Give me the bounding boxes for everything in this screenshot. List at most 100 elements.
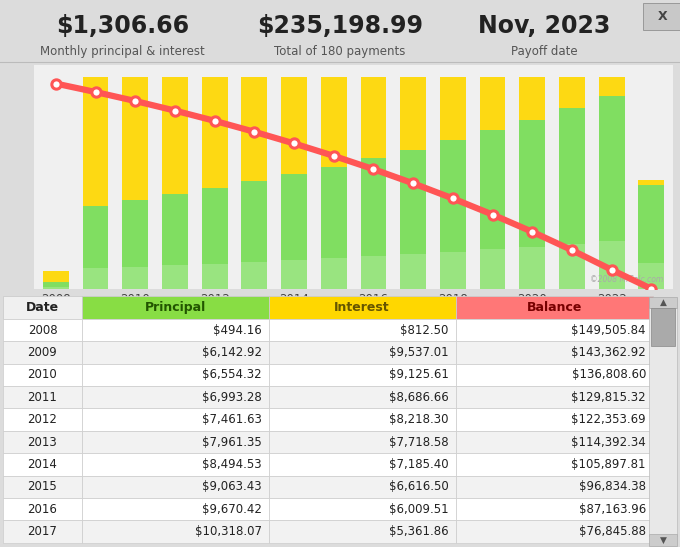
Bar — [559, 77, 585, 108]
Bar — [401, 149, 426, 289]
Bar — [479, 130, 505, 289]
Point — [607, 265, 617, 274]
Bar — [360, 77, 386, 158]
Bar — [456, 475, 653, 498]
Text: 2013: 2013 — [28, 435, 57, 449]
Bar — [83, 206, 108, 289]
Bar — [639, 185, 664, 289]
Bar — [269, 409, 456, 431]
Text: $9,670.42: $9,670.42 — [202, 503, 262, 516]
Text: Monthly principal & interest: Monthly principal & interest — [40, 45, 205, 58]
Text: $6,142.92: $6,142.92 — [202, 346, 262, 359]
Point — [288, 139, 299, 148]
Text: Principal: Principal — [144, 301, 206, 314]
Point — [328, 152, 339, 160]
FancyBboxPatch shape — [643, 3, 680, 30]
Bar — [456, 520, 653, 543]
Text: $7,961.35: $7,961.35 — [202, 435, 262, 449]
Bar — [599, 96, 624, 289]
Bar — [162, 265, 188, 289]
Bar — [202, 77, 228, 188]
Text: 2010: 2010 — [28, 369, 57, 381]
Bar — [43, 287, 69, 289]
Bar — [520, 120, 545, 289]
Bar — [82, 319, 269, 341]
Bar — [82, 364, 269, 386]
Bar — [83, 77, 108, 206]
Bar — [241, 77, 267, 182]
Bar — [241, 182, 267, 289]
Text: Payoff date: Payoff date — [511, 45, 577, 58]
Bar — [456, 431, 653, 453]
Bar — [83, 268, 108, 289]
Bar — [360, 158, 386, 289]
Bar — [162, 194, 188, 289]
Bar — [122, 77, 148, 200]
Bar — [3, 431, 82, 453]
Bar — [43, 271, 69, 282]
Text: $5,361.86: $5,361.86 — [389, 525, 449, 538]
Text: $10,318.07: $10,318.07 — [194, 525, 262, 538]
Bar — [479, 77, 505, 130]
Text: 2012: 2012 — [28, 413, 57, 426]
Bar — [122, 200, 148, 289]
Text: $143,362.92: $143,362.92 — [571, 346, 646, 359]
Point — [447, 194, 458, 203]
Bar — [456, 319, 653, 341]
Bar — [82, 409, 269, 431]
Text: $96,834.38: $96,834.38 — [579, 480, 646, 493]
Text: $6,554.32: $6,554.32 — [202, 369, 262, 381]
Bar — [269, 431, 456, 453]
Bar — [559, 243, 585, 289]
Point — [50, 79, 61, 88]
Text: ▼: ▼ — [660, 536, 666, 545]
Bar — [82, 295, 269, 319]
Bar — [3, 498, 82, 520]
Bar — [3, 475, 82, 498]
Bar — [82, 498, 269, 520]
Bar — [456, 341, 653, 364]
Point — [130, 97, 141, 106]
Bar — [360, 256, 386, 289]
Text: $235,198.99: $235,198.99 — [257, 14, 423, 38]
Text: $8,686.66: $8,686.66 — [389, 391, 449, 404]
Point — [566, 246, 577, 254]
Point — [169, 106, 180, 115]
Text: ▲: ▲ — [660, 298, 666, 307]
Bar — [440, 140, 466, 289]
Text: $87,163.96: $87,163.96 — [579, 503, 646, 516]
Text: 2008: 2008 — [28, 324, 57, 337]
Bar — [520, 77, 545, 120]
Text: 2009: 2009 — [28, 346, 57, 359]
Point — [368, 165, 379, 173]
Text: 2014: 2014 — [28, 458, 57, 471]
Text: $7,718.58: $7,718.58 — [389, 435, 449, 449]
Bar — [3, 386, 82, 409]
Bar — [599, 241, 624, 289]
Text: Date: Date — [26, 301, 59, 314]
Text: $1,306.66: $1,306.66 — [56, 14, 189, 38]
Bar — [202, 188, 228, 289]
Bar — [269, 498, 456, 520]
Bar — [321, 77, 347, 166]
Bar — [82, 453, 269, 475]
Bar — [82, 475, 269, 498]
Bar — [269, 364, 456, 386]
Bar — [321, 258, 347, 289]
Text: $149,505.84: $149,505.84 — [571, 324, 646, 337]
Bar — [479, 249, 505, 289]
Bar — [3, 520, 82, 543]
Point — [408, 179, 419, 188]
Text: $8,218.30: $8,218.30 — [389, 413, 449, 426]
Bar — [456, 453, 653, 475]
Bar — [269, 319, 456, 341]
Text: $122,353.69: $122,353.69 — [571, 413, 646, 426]
Bar — [649, 308, 677, 536]
Text: $7,461.63: $7,461.63 — [202, 413, 262, 426]
Text: $129,815.32: $129,815.32 — [571, 391, 646, 404]
Text: $6,009.51: $6,009.51 — [389, 503, 449, 516]
Bar — [269, 341, 456, 364]
Point — [249, 127, 260, 136]
Text: Total of 180 payments: Total of 180 payments — [274, 45, 406, 58]
Bar — [456, 295, 653, 319]
